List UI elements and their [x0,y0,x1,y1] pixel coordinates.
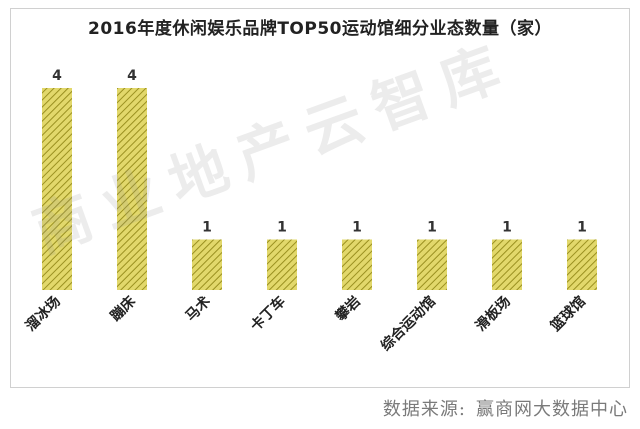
data-label-2: 1 [202,220,212,236]
bar-4 [342,239,372,290]
bar-3 [267,239,297,290]
category-label-2: 马术 [182,293,214,325]
data-label-1: 4 [127,68,137,84]
data-label-6: 1 [502,220,512,236]
data-label-0: 4 [52,68,62,84]
bar-6 [492,239,522,290]
bar-0 [42,88,72,290]
data-label-3: 1 [277,220,287,236]
data-label-5: 1 [427,220,437,236]
bar-1 [117,88,147,290]
data-label-7: 1 [577,220,587,236]
category-label-5: 综合运动馆 [377,293,439,355]
category-label-0: 溜冰场 [22,293,64,335]
chart-frame [10,8,630,388]
category-label-3: 卡丁车 [247,293,289,335]
category-label-6: 滑板场 [472,293,514,335]
category-label-7: 篮球馆 [546,293,588,335]
source-note: 数据来源: 赢商网大数据中心 [383,395,628,421]
data-label-4: 1 [352,220,362,236]
bar-2 [192,239,222,290]
category-label-1: 蹦床 [107,292,140,325]
chart-title: 2016年度休闲娱乐品牌TOP50运动馆细分业态数量（家） [88,19,552,39]
bar-5 [417,239,447,290]
category-label-4: 攀岩 [332,293,364,325]
source-label: 数据来源: [382,399,466,420]
source-name: 赢商网大数据中心 [476,399,628,420]
bar-chart: 4 溜冰场 4 蹦床 1 马术 1 卡丁车 1 攀岩 1 综合运动馆 1 滑板场 1 篮球馆 [22,68,597,355]
bar-7 [567,239,597,290]
